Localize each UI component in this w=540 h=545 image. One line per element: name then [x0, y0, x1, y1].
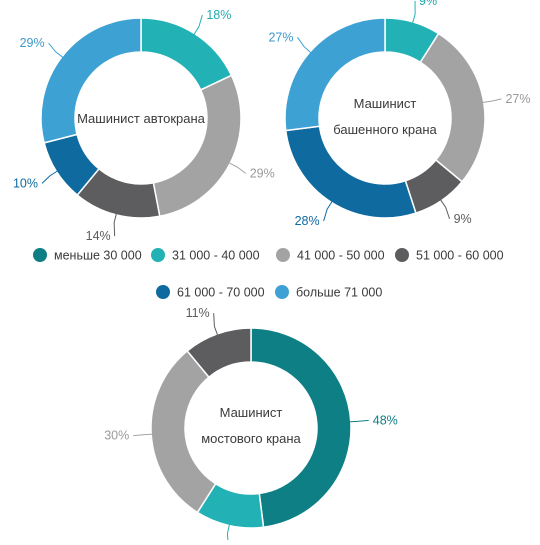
legend-swatch	[151, 248, 165, 262]
leader-line	[297, 37, 312, 54]
slice-percent-label: 18%	[206, 8, 231, 22]
leader-line	[213, 313, 219, 336]
legend-label: больше 71 000	[296, 286, 382, 300]
legend: меньше 30 000 31 000 - 40 000 41 000 - 50 …	[33, 248, 504, 300]
slice-percent-label: 29%	[20, 36, 45, 50]
chart-center-label: мостового крана	[201, 431, 301, 446]
slice-percent-label: 30%	[104, 429, 129, 443]
legend-label: меньше 30 000	[54, 249, 142, 263]
slice-61-000---70-000	[284, 125, 417, 219]
slice-41-000---50-000	[152, 74, 242, 218]
leader-line	[481, 98, 502, 104]
leader-line	[228, 162, 247, 174]
slice-меньше-30-000	[250, 327, 352, 529]
slice-51-000---60-000	[186, 327, 252, 379]
legend-swatch	[395, 248, 409, 262]
slice-больше-71-000	[284, 17, 386, 132]
legend-swatch	[33, 248, 47, 262]
slice-percent-label: 14%	[86, 229, 111, 243]
legend-swatch	[275, 285, 289, 299]
slice-percent-label: 27%	[505, 92, 530, 106]
slice-percent-label: 29%	[250, 166, 275, 180]
legend-label: 51 000 - 60 000	[416, 249, 504, 263]
slice-percent-label: 27%	[268, 30, 293, 44]
legend-label: 31 000 - 40 000	[172, 249, 260, 263]
slice-percent-label: 11%	[186, 306, 210, 320]
slice-31-000---40-000	[140, 17, 233, 91]
slice-percent-label: 10%	[13, 176, 38, 190]
leader-line	[48, 42, 64, 59]
leader-line	[193, 14, 203, 36]
leader-line	[41, 170, 59, 184]
chart-center-label: Машинист автокрана	[77, 111, 206, 126]
leader-line	[133, 433, 154, 437]
slice-percent-label: 48%	[373, 413, 398, 427]
slice-percent-label: 9%	[454, 212, 472, 226]
donut-chart-1: 18% 29% 14% 10% 29% Машинист автокрана	[13, 8, 275, 243]
chart-center-label: Машинист	[220, 405, 283, 420]
leader-line	[323, 200, 333, 222]
legend-swatch	[276, 248, 290, 262]
leader-line	[348, 419, 369, 423]
leader-line	[113, 212, 118, 237]
slice-percent-label: 9%	[419, 0, 437, 8]
donut-chart-2: 9% 27% 9% 28% 27% Машинист башенного крана	[268, 0, 530, 228]
legend-swatch	[156, 285, 170, 299]
legend-label: 61 000 - 70 000	[177, 286, 265, 300]
slice-percent-label: 28%	[295, 214, 320, 228]
chart-center-label: башенного крана	[333, 122, 437, 137]
leader-line	[411, 0, 416, 25]
legend-label: 41 000 - 50 000	[297, 249, 385, 263]
leader-line	[439, 198, 451, 220]
chart-center-label: Машинист	[354, 96, 417, 111]
slice-больше-71-000	[40, 17, 142, 144]
slice-41-000---50-000	[419, 32, 486, 183]
